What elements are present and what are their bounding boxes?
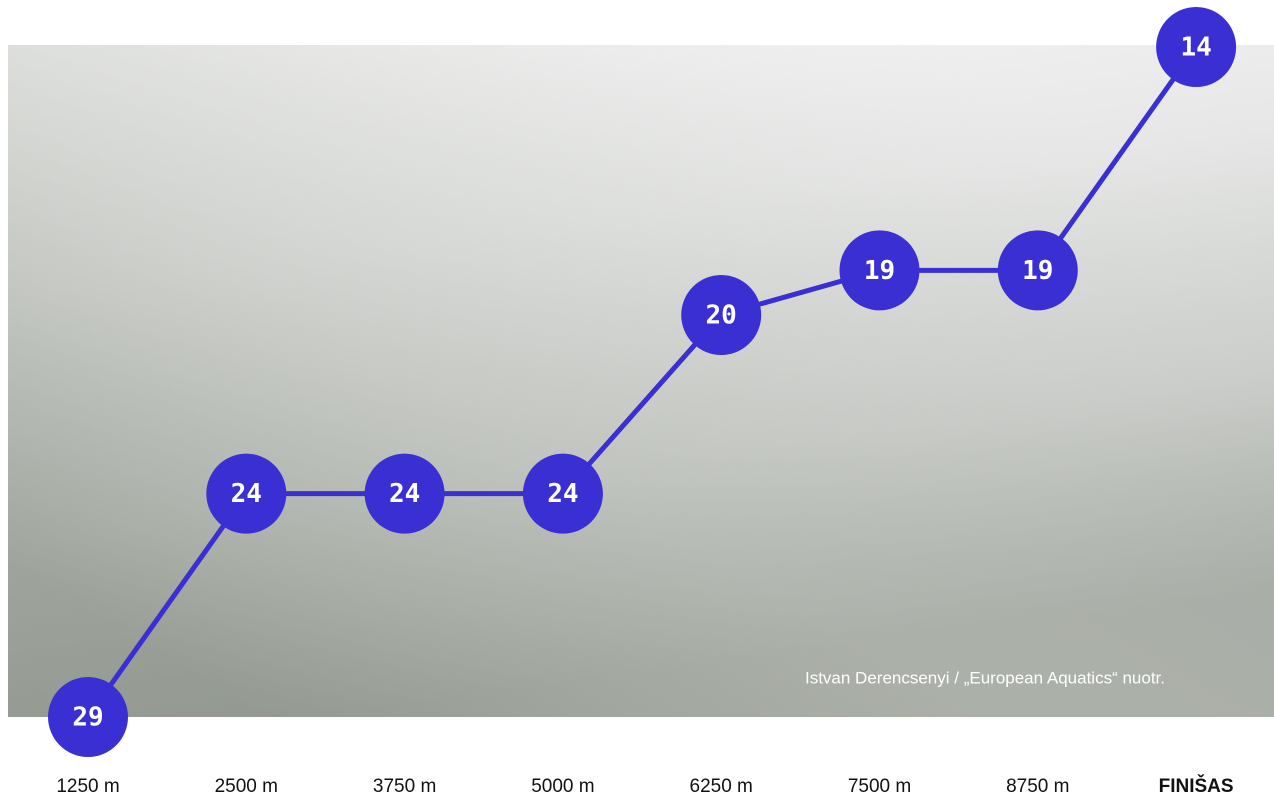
- x-tick-label: 7500 m: [848, 776, 911, 797]
- photo-credit: Istvan Derencsenyi / „European Aquatics“…: [805, 668, 1165, 687]
- data-label: 19: [1022, 256, 1053, 286]
- point: [206, 453, 287, 534]
- point: [48, 677, 128, 757]
- point: [997, 230, 1078, 311]
- data-label: 24: [231, 479, 262, 509]
- x-tick-label: 5000 m: [531, 776, 594, 797]
- data-label: 24: [389, 479, 420, 509]
- data-label: 14: [1180, 33, 1211, 63]
- x-tick-label: 8750 m: [1006, 776, 1069, 797]
- data-label: 20: [706, 301, 737, 331]
- x-tick-label: 3750 m: [373, 776, 436, 797]
- data-label: 29: [72, 703, 103, 733]
- x-tick-label: 6250 m: [690, 776, 753, 797]
- x-tick-label: FINIŠAS: [1159, 775, 1234, 797]
- point: [681, 275, 762, 355]
- data-label: 19: [864, 256, 895, 286]
- point: [364, 453, 445, 534]
- x-tick-label: 1250 m: [56, 776, 119, 797]
- point: [1156, 7, 1237, 87]
- point: [522, 453, 603, 534]
- x-tick-label: 2500 m: [215, 776, 278, 797]
- data-label: 24: [547, 479, 578, 509]
- photo-shade: [8, 45, 1274, 717]
- point: [839, 230, 920, 311]
